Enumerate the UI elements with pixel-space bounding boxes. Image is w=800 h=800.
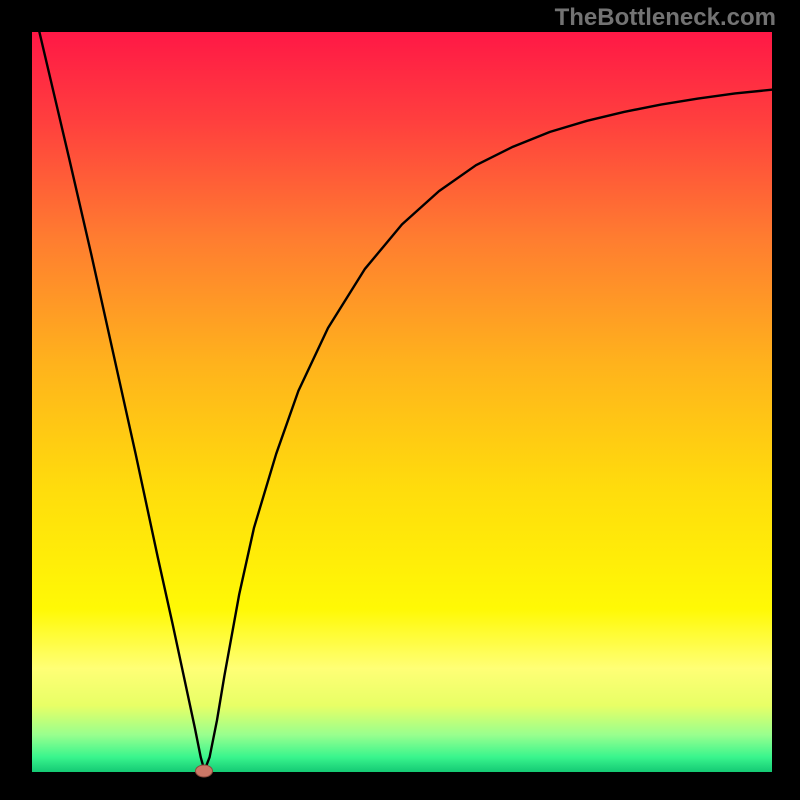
chart-svg bbox=[32, 32, 772, 772]
optimal-marker bbox=[195, 764, 213, 777]
watermark-text: TheBottleneck.com bbox=[555, 4, 776, 32]
bottleneck-curve bbox=[39, 32, 772, 771]
gradient-background bbox=[32, 32, 772, 772]
plot-area bbox=[32, 32, 772, 772]
